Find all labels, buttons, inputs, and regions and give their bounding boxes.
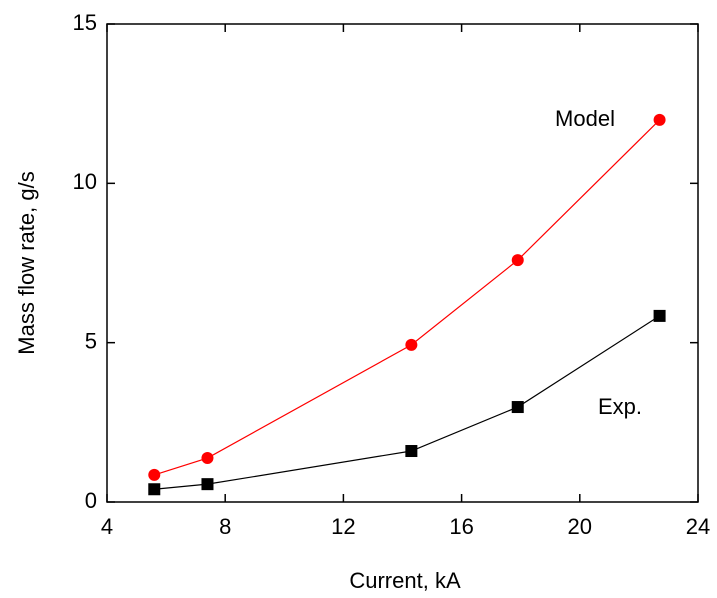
x-tick-label: 4 <box>101 514 113 539</box>
y-axis-label: Mass flow rate, g/s <box>14 171 39 354</box>
x-tick-label: 16 <box>449 514 473 539</box>
x-axis-label: Current, kA <box>349 568 461 593</box>
marker <box>511 254 524 267</box>
marker <box>511 401 524 414</box>
series-label: Model <box>555 106 615 131</box>
x-tick-label: 8 <box>219 514 231 539</box>
x-tick-label: 24 <box>686 514 710 539</box>
marker <box>653 309 666 322</box>
marker <box>148 483 161 496</box>
y-tick-label: 0 <box>85 488 97 513</box>
marker <box>201 478 214 491</box>
series-line <box>154 119 661 476</box>
marker <box>405 445 418 458</box>
x-tick-label: 12 <box>331 514 355 539</box>
y-tick-label: 15 <box>73 10 97 35</box>
y-tick-label: 10 <box>73 169 97 194</box>
plot-frame <box>106 23 699 503</box>
marker <box>201 452 214 465</box>
series-label: Exp. <box>598 394 642 419</box>
x-tick-label: 20 <box>568 514 592 539</box>
y-tick-label: 5 <box>85 328 97 353</box>
marker <box>653 113 666 126</box>
marker <box>405 338 418 351</box>
marker <box>148 468 161 481</box>
